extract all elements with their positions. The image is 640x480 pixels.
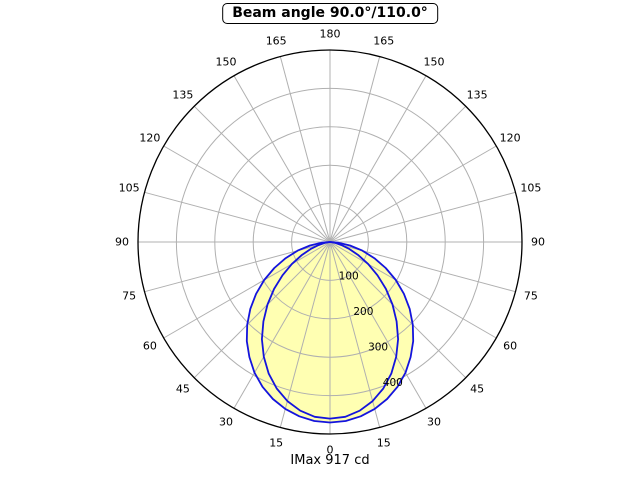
axis-labels: 0 15 15 30 30 45 45 60 60 75 75 90 90 105 105 120 120 135… <box>115 28 545 457</box>
tick-label: 30 <box>219 416 233 429</box>
tick-label: 135 <box>172 88 193 101</box>
outer-ring <box>137 49 523 435</box>
tick-label: 105 <box>119 182 140 195</box>
polar-grid <box>138 50 522 434</box>
tick-label: 120 <box>139 132 160 145</box>
tick-label: 150 <box>424 55 445 68</box>
tick-label: 120 <box>500 132 521 145</box>
tick-label: 300 <box>368 341 388 353</box>
tick-label: 0 <box>327 444 334 457</box>
tick-label: 60 <box>143 340 157 353</box>
tick-label: 30 <box>427 416 441 429</box>
intensity-curve-beam_110deg <box>245 241 415 424</box>
chart-title: Beam angle 90.0°/110.0° <box>222 3 438 24</box>
tick-label: 165 <box>266 35 287 48</box>
tick-label: 200 <box>353 306 373 318</box>
tick-label: 15 <box>377 436 391 449</box>
tick-label: 180 <box>320 28 341 41</box>
intensity-curve-beam_90deg <box>261 241 399 420</box>
tick-label: 100 <box>339 271 359 283</box>
tick-label: 75 <box>524 289 538 302</box>
tick-label: 15 <box>269 436 283 449</box>
tick-label: 45 <box>176 383 190 396</box>
tick-label: 90 <box>531 236 545 249</box>
intensity-curves <box>245 241 415 424</box>
tick-label: 400 <box>383 377 403 389</box>
tick-label: 90 <box>115 236 129 249</box>
tick-label: 105 <box>520 182 541 195</box>
tick-label: 45 <box>470 383 484 396</box>
tick-label: 75 <box>122 289 136 302</box>
tick-label: 165 <box>373 35 394 48</box>
tick-label: 150 <box>216 55 237 68</box>
tick-label: 135 <box>467 88 488 101</box>
imax-label: IMax 917 cd <box>290 453 370 468</box>
tick-label: 60 <box>503 340 517 353</box>
